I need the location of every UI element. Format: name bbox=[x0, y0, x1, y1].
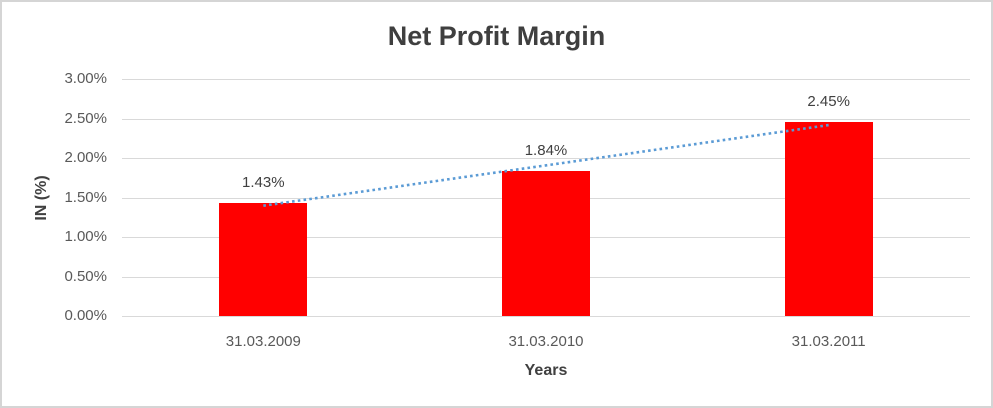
gridline bbox=[122, 118, 970, 120]
bar bbox=[784, 122, 873, 316]
y-tick-label: 0.00% bbox=[64, 307, 107, 324]
plot-area: 1.43% 1.84% 2.45% bbox=[122, 79, 970, 317]
x-tick-label: 31.03.2010 bbox=[508, 333, 584, 350]
chart-title: Net Profit Margin bbox=[387, 21, 606, 51]
bar bbox=[219, 203, 308, 316]
x-tick-label: 31.03.2011 bbox=[791, 333, 866, 350]
y-tick-label: 0.50% bbox=[64, 267, 107, 285]
y-tick-label: 2.50% bbox=[64, 109, 107, 127]
gridline bbox=[122, 316, 970, 317]
y-tick-label: 1.00% bbox=[64, 228, 107, 245]
trendline-svg bbox=[263, 123, 829, 207]
trendline bbox=[263, 123, 829, 207]
y-tick-label: 3.00% bbox=[64, 70, 107, 87]
bar-value-label: 1.43% bbox=[242, 174, 285, 192]
gridline bbox=[122, 158, 970, 159]
bar-value-label: 1.84% bbox=[524, 141, 568, 159]
y-tick-label: 2.00% bbox=[64, 149, 107, 166]
y-tick-label: 1.50% bbox=[64, 188, 107, 206]
x-axis-title: Years bbox=[524, 362, 568, 379]
bar-value-label: 2.45% bbox=[807, 93, 850, 111]
x-tick-label: 31.03.2009 bbox=[225, 333, 301, 350]
gridline bbox=[122, 79, 970, 80]
bar bbox=[502, 170, 590, 316]
